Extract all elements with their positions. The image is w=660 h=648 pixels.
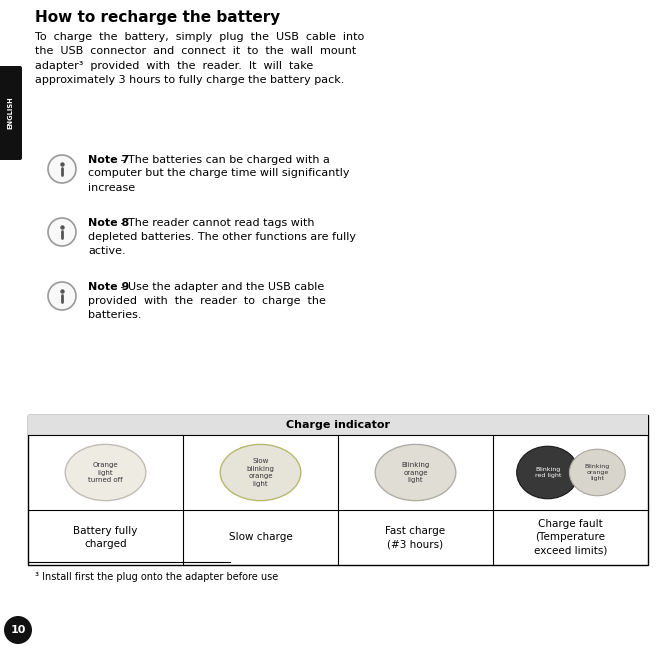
Text: - The reader cannot read tags with: - The reader cannot read tags with — [117, 218, 315, 228]
Text: Charge indicator: Charge indicator — [286, 420, 390, 430]
Text: Battery fully
charged: Battery fully charged — [73, 526, 138, 549]
Text: provided  with  the  reader  to  charge  the
batteries.: provided with the reader to charge the b… — [88, 295, 326, 320]
Bar — [28, 415, 648, 435]
FancyBboxPatch shape — [0, 66, 22, 160]
Text: - The batteries can be charged with a: - The batteries can be charged with a — [117, 155, 330, 165]
Text: computer but the charge time will significantly
increase: computer but the charge time will signif… — [88, 168, 350, 193]
Text: How to recharge the battery: How to recharge the battery — [35, 10, 280, 25]
Ellipse shape — [220, 445, 301, 501]
Text: Note 9: Note 9 — [88, 282, 129, 292]
Text: Note 7: Note 7 — [88, 155, 129, 165]
Text: depleted batteries. The other functions are fully
active.: depleted batteries. The other functions … — [88, 231, 356, 256]
Text: Charge fault
(Temperature
exceed limits): Charge fault (Temperature exceed limits) — [534, 519, 607, 556]
Text: Blinking
orange
light: Blinking orange light — [585, 464, 610, 481]
Text: ENGLISH: ENGLISH — [7, 97, 13, 130]
Text: - Use the adapter and the USB cable: - Use the adapter and the USB cable — [117, 282, 325, 292]
Text: Orange
light
turned off: Orange light turned off — [88, 462, 123, 483]
Text: Blinking
red light: Blinking red light — [535, 467, 561, 478]
Circle shape — [48, 218, 76, 246]
Circle shape — [48, 155, 76, 183]
Text: Slow charge: Slow charge — [228, 533, 292, 542]
Ellipse shape — [65, 445, 146, 501]
Ellipse shape — [375, 445, 456, 501]
Text: To  charge  the  battery,  simply  plug  the  USB  cable  into
the  USB  connect: To charge the battery, simply plug the U… — [35, 32, 364, 85]
Text: Fast charge
(#3 hours): Fast charge (#3 hours) — [385, 526, 446, 549]
Text: Slow
blinking
orange
light: Slow blinking orange light — [247, 458, 275, 487]
Circle shape — [4, 616, 32, 644]
Ellipse shape — [517, 446, 579, 499]
Text: Blinking
orange
light: Blinking orange light — [401, 462, 430, 483]
Bar — [28, 415, 648, 565]
Ellipse shape — [570, 449, 625, 496]
Text: ³ Install first the plug onto the adapter before use: ³ Install first the plug onto the adapte… — [35, 572, 279, 582]
Text: 10: 10 — [11, 625, 26, 635]
Circle shape — [48, 282, 76, 310]
Text: Note 8: Note 8 — [88, 218, 129, 228]
